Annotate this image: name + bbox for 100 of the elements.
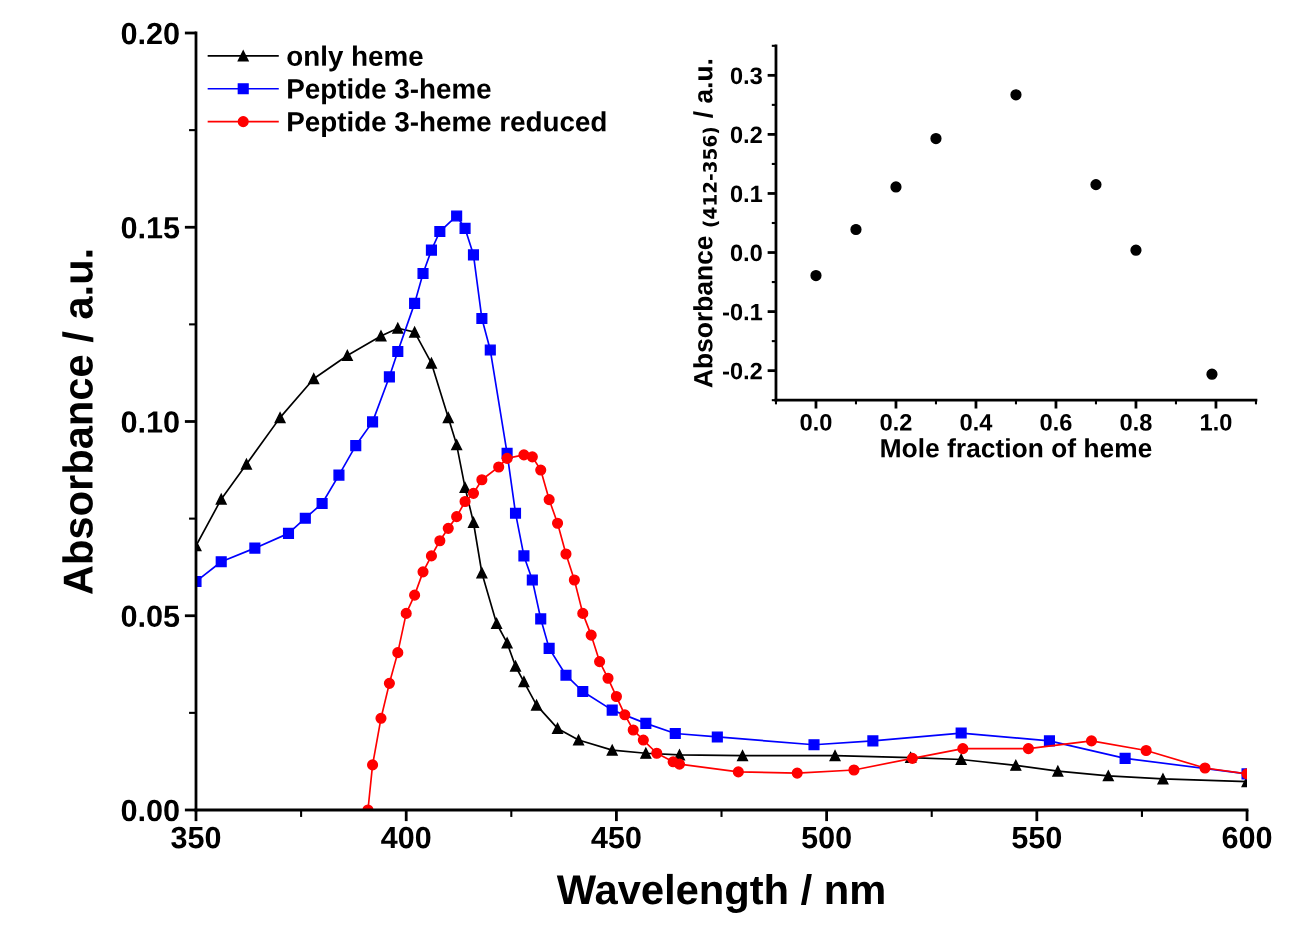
point <box>467 516 480 529</box>
point <box>594 656 606 668</box>
point <box>535 464 547 476</box>
point <box>476 474 488 486</box>
point <box>543 642 555 654</box>
point <box>930 132 942 145</box>
point <box>535 613 547 625</box>
point <box>392 346 404 358</box>
y-tick-label: 0.20 <box>121 22 179 45</box>
point <box>1140 744 1152 757</box>
legend-label: Peptide 3-heme reduced <box>288 111 606 138</box>
y-axis-title: Absorbance / a.u. <box>62 250 94 595</box>
point <box>409 326 421 338</box>
point <box>560 548 572 560</box>
point <box>1199 762 1211 774</box>
point <box>732 766 744 778</box>
x-tick-label: 350 <box>171 826 221 849</box>
point <box>333 469 345 481</box>
point <box>848 764 860 776</box>
point <box>367 416 379 428</box>
legend-label: Peptide 3-heme <box>288 78 491 105</box>
point <box>1010 89 1022 101</box>
point <box>640 747 652 759</box>
point <box>602 672 614 684</box>
point <box>637 734 649 746</box>
point <box>955 727 967 739</box>
y-tick-label: 0.00 <box>121 799 179 822</box>
point <box>606 704 618 716</box>
point <box>568 574 580 586</box>
point <box>434 225 446 238</box>
point <box>551 517 564 529</box>
point <box>249 542 261 554</box>
point <box>619 709 631 721</box>
point <box>476 567 488 579</box>
point <box>367 759 379 771</box>
point <box>467 487 480 499</box>
point <box>1090 179 1102 191</box>
y-tick-label: 0.10 <box>121 411 179 433</box>
point <box>375 330 387 342</box>
point <box>383 371 395 383</box>
x-tick-label: 550 <box>1012 826 1062 849</box>
point <box>808 739 820 751</box>
point <box>530 699 543 711</box>
x-axis-title: Mole fraction of heme <box>881 438 1152 458</box>
point <box>501 452 513 464</box>
y-tick-label: 0.05 <box>121 605 180 628</box>
legend-label: only heme <box>287 45 423 72</box>
point <box>711 731 723 743</box>
x-tick-label: 450 <box>591 826 641 849</box>
point <box>829 750 841 762</box>
point <box>308 373 320 385</box>
y-tick-label: 0.2 <box>730 126 762 144</box>
point <box>375 712 387 724</box>
point <box>1157 773 1169 785</box>
point <box>509 660 522 672</box>
point <box>651 747 663 759</box>
point <box>810 269 822 282</box>
y-tick-label: -0.2 <box>723 362 762 380</box>
point <box>459 222 471 234</box>
x-tick-label: 0.0 <box>800 414 832 431</box>
x-tick-label: 0.4 <box>960 414 993 431</box>
point <box>459 481 471 494</box>
y-tick-label: -0.1 <box>723 303 763 321</box>
y-tick-label: 0.1 <box>730 185 763 203</box>
y-tick-label: 0.15 <box>121 216 180 239</box>
point <box>577 685 589 698</box>
point <box>1052 765 1064 777</box>
point <box>425 244 437 256</box>
point <box>274 412 286 424</box>
point <box>476 312 488 325</box>
point <box>957 743 969 755</box>
x-tick-label: 0.8 <box>1120 414 1152 431</box>
point <box>392 647 404 659</box>
point <box>669 727 681 740</box>
point <box>1119 752 1131 764</box>
point <box>434 535 446 547</box>
point <box>350 440 362 452</box>
point <box>640 717 652 729</box>
point <box>442 412 454 424</box>
point <box>577 607 589 619</box>
point <box>1043 735 1055 747</box>
point <box>493 461 505 473</box>
point <box>518 550 530 562</box>
point <box>955 753 967 766</box>
point <box>451 210 463 222</box>
point <box>585 629 597 641</box>
point <box>1130 244 1142 256</box>
x-tick-label: 0.6 <box>1040 414 1072 431</box>
point <box>518 676 530 688</box>
point <box>1022 743 1034 755</box>
point <box>451 511 463 523</box>
point <box>610 690 622 703</box>
point <box>509 507 522 519</box>
point <box>451 439 463 451</box>
point <box>341 349 353 362</box>
point <box>551 722 564 734</box>
point <box>299 512 311 524</box>
point <box>627 724 639 736</box>
point <box>491 617 503 630</box>
point <box>560 669 572 681</box>
